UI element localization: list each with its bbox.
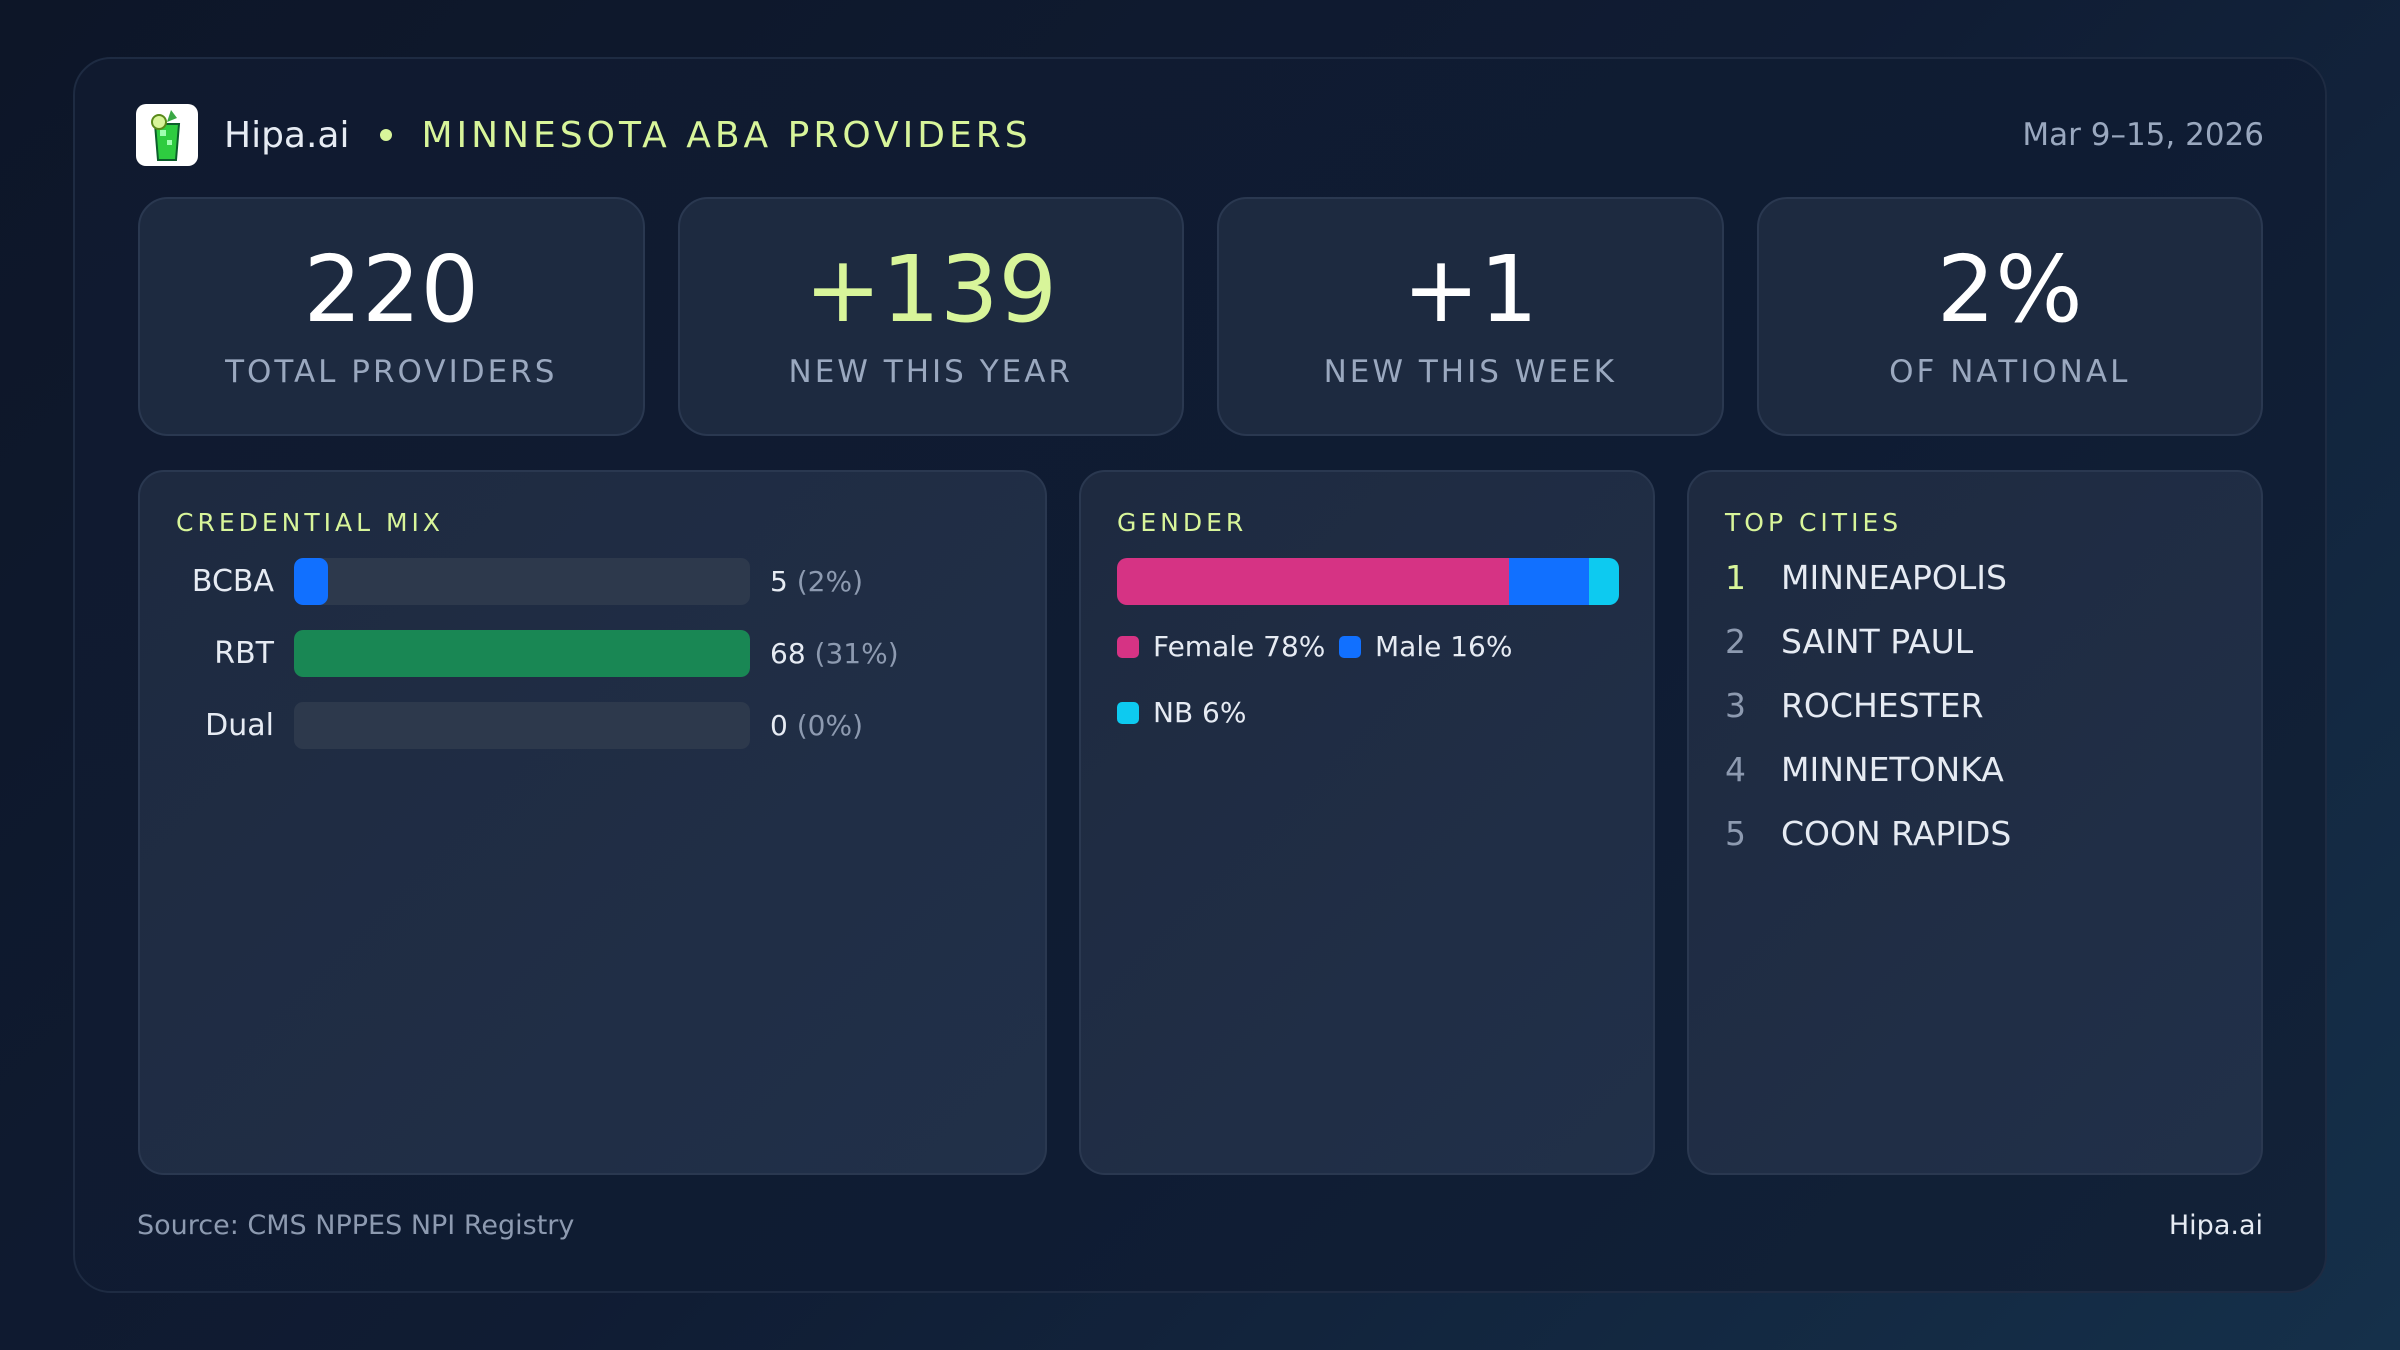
credential-value: 5 (2%) [770, 565, 863, 598]
credential-count: 68 [770, 637, 806, 670]
city-name: ROCHESTER [1781, 686, 1984, 725]
credential-row: RBT 68 (31%) [140, 630, 1045, 677]
city-name: SAINT PAUL [1781, 622, 1974, 661]
credential-bar-track [294, 558, 750, 605]
stat-value: +139 [804, 235, 1058, 343]
credential-value: 68 (31%) [770, 637, 899, 670]
stat-card-new-this-year: +139 NEW THIS YEAR [677, 197, 1184, 436]
gender-segment [1117, 558, 1509, 605]
stat-value: +1 [1402, 235, 1539, 343]
credential-count: 5 [770, 565, 788, 598]
credential-bar-track [294, 702, 750, 749]
panel-heading: GENDER [1117, 508, 1248, 537]
cocktail-glass-icon [136, 104, 198, 166]
city-rank: 5 [1725, 814, 1746, 853]
credential-name: BCBA [191, 564, 274, 599]
gender-panel: GENDER Female 78% Male 16% NB 6% [1079, 470, 1655, 1175]
footer-brand: Hipa.ai [2168, 1210, 2263, 1241]
city-list-item: 5 COON RAPIDS [1725, 814, 2011, 853]
top-cities-panel: TOP CITIES 1 MINNEAPOLIS 2 SAINT PAUL 3 ROCHE… [1687, 470, 2263, 1175]
city-rank: 2 [1725, 622, 1746, 661]
credential-percent: (2%) [796, 565, 864, 598]
legend-label: Male 16% [1375, 630, 1513, 663]
city-rank: 4 [1725, 750, 1746, 789]
panel-heading: CREDENTIAL MIX [176, 508, 445, 537]
stat-label: NEW THIS WEEK [1323, 353, 1617, 390]
credential-bar-fill [294, 630, 750, 677]
footer: Source: CMS NPPES NPI Registry Hipa.ai [137, 1210, 2263, 1241]
legend-label: NB 6% [1153, 696, 1247, 729]
gender-legend-item: Male 16% [1339, 630, 1512, 663]
header: Hipa.ai MINNESOTA ABA PROVIDERS Mar 9–15… [136, 104, 2264, 166]
city-name: MINNEAPOLIS [1781, 558, 2007, 597]
city-rank: 1 [1725, 558, 1746, 597]
credential-mix-panel: CREDENTIAL MIX BCBA 5 (2%) RBT 68 (31%) … [138, 470, 1047, 1175]
page-title: MINNESOTA ABA PROVIDERS [421, 114, 1032, 156]
gender-stacked-bar [1117, 558, 1619, 605]
credential-count: 0 [770, 709, 788, 742]
stat-card-total-providers: 220 TOTAL PROVIDERS [138, 197, 645, 436]
stat-label: NEW THIS YEAR [788, 353, 1073, 390]
city-list-item: 3 ROCHESTER [1725, 686, 1984, 725]
legend-swatch [1117, 701, 1139, 724]
city-list-item: 2 SAINT PAUL [1725, 622, 1973, 661]
city-rank: 3 [1725, 686, 1746, 725]
city-list-item: 4 MINNETONKA [1725, 750, 2004, 789]
credential-bar-fill [294, 558, 328, 605]
gender-legend-item: Female 78% [1117, 630, 1325, 663]
credential-bar-track [294, 630, 750, 677]
legend-swatch [1339, 635, 1361, 658]
credential-row: Dual 0 (0%) [140, 702, 1045, 749]
credential-value: 0 (0%) [770, 709, 863, 742]
credential-name: Dual [205, 708, 274, 743]
credential-name: RBT [214, 636, 274, 671]
source-note: Source: CMS NPPES NPI Registry [137, 1210, 575, 1241]
city-list-item: 1 MINNEAPOLIS [1725, 558, 2007, 597]
stat-cards: 220 TOTAL PROVIDERS +139 NEW THIS YEAR +… [138, 197, 2263, 436]
stat-value: 2% [1936, 235, 2083, 343]
brand-name: Hipa.ai [224, 114, 350, 156]
gender-legend-item: NB 6% [1117, 696, 1246, 729]
credential-row: BCBA 5 (2%) [140, 558, 1045, 605]
stat-label: OF NATIONAL [1889, 353, 2131, 390]
panel-heading: TOP CITIES [1725, 508, 1903, 537]
credential-percent: (31%) [814, 637, 899, 670]
city-name: MINNETONKA [1781, 750, 2004, 789]
credential-percent: (0%) [796, 709, 864, 742]
separator-dot [379, 129, 392, 141]
stat-card-new-this-week: +1 NEW THIS WEEK [1217, 197, 1724, 436]
city-name: COON RAPIDS [1781, 814, 2012, 853]
stat-value: 220 [303, 235, 480, 343]
stat-card-of-national: 2% OF NATIONAL [1756, 197, 2263, 436]
gender-segment [1508, 558, 1589, 605]
stat-label: TOTAL PROVIDERS [225, 353, 558, 390]
legend-label: Female 78% [1153, 630, 1326, 663]
legend-swatch [1117, 635, 1139, 658]
date-range: Mar 9–15, 2026 [2022, 117, 2264, 153]
gender-segment [1588, 558, 1619, 605]
